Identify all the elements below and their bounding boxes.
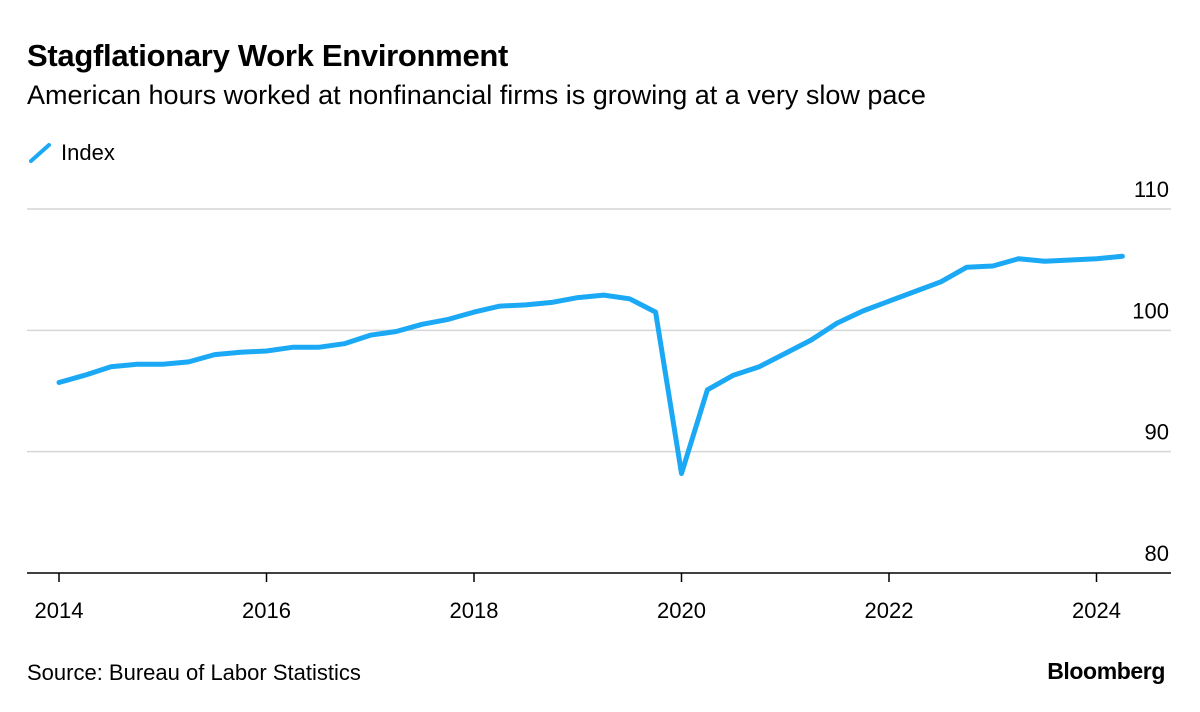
legend-swatch	[29, 143, 51, 163]
bloomberg-logo: Bloomberg	[1047, 658, 1165, 684]
source-note: Source: Bureau of Labor Statistics	[27, 660, 361, 685]
x-tick-label-2018: 2018	[450, 598, 499, 623]
x-tick-label-2014: 2014	[35, 598, 84, 623]
x-tick-label-2020: 2020	[657, 598, 706, 623]
x-tick-label-2016: 2016	[242, 598, 291, 623]
y-tick-label-100: 100	[1132, 298, 1169, 323]
x-tick-label-2022: 2022	[865, 598, 914, 623]
legend: Index	[27, 139, 115, 167]
y-tick-label-80: 80	[1145, 541, 1169, 566]
chart-title: Stagflationary Work Environment	[27, 38, 509, 73]
legend-label: Index	[61, 140, 115, 165]
x-tick-label-2024: 2024	[1072, 598, 1121, 623]
series-line-index	[56, 253, 1125, 476]
y-tick-label-110: 110	[1134, 177, 1169, 202]
chart-subtitle: American hours worked at nonfinancial fi…	[27, 80, 926, 110]
y-tick-label-90: 90	[1145, 420, 1169, 445]
